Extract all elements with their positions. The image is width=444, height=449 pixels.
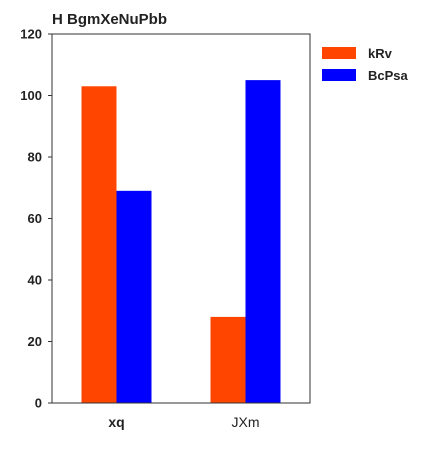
x-tick-label: JXm xyxy=(232,414,260,430)
y-tick-label: 100 xyxy=(20,88,42,103)
y-tick-label: 60 xyxy=(28,211,42,226)
y-tick-label: 120 xyxy=(20,27,42,42)
bar-kRv-xq xyxy=(81,86,117,404)
legend-label: kRv xyxy=(368,46,393,61)
bar-BcPsa-JXm xyxy=(245,80,281,403)
y-tick-label: 20 xyxy=(28,334,42,349)
y-tick-label: 80 xyxy=(28,150,42,165)
bar-kRv-JXm xyxy=(210,316,246,403)
legend-swatch-kRv xyxy=(322,47,356,59)
x-tick-label: xq xyxy=(108,414,124,430)
plot-frame xyxy=(51,33,311,404)
chart-title: H BgmXeNuPbb xyxy=(52,11,167,28)
legend-swatch-BcPsa xyxy=(322,69,356,81)
y-tick-label: 0 xyxy=(35,396,42,411)
legend-label: BcPsa xyxy=(368,68,409,83)
plot-area: 0 20 40 60 80 100 120 xq JXm xyxy=(20,27,281,430)
y-tick-label: 40 xyxy=(28,273,42,288)
bar-BcPsa-xq xyxy=(116,190,152,403)
legend: kRv BcPsa xyxy=(322,46,409,83)
